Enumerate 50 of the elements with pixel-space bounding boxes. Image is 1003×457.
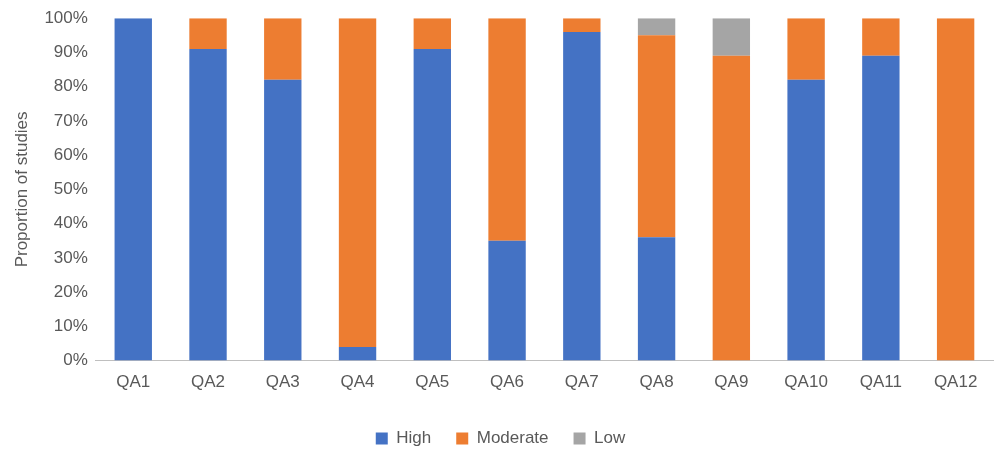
bar bbox=[488, 240, 526, 361]
x-tick-label: QA8 bbox=[639, 372, 674, 392]
y-tick-label: 70% bbox=[53, 110, 88, 130]
y-tick-label: 100% bbox=[44, 7, 88, 27]
bar bbox=[189, 18, 227, 50]
bar bbox=[862, 18, 900, 56]
x-tick-label: QA2 bbox=[191, 372, 226, 392]
bar bbox=[563, 18, 601, 32]
bar bbox=[936, 18, 975, 361]
y-axis-title: Proportion of studies bbox=[11, 111, 31, 268]
y-tick-label: 30% bbox=[53, 247, 88, 267]
x-tick-label: QA11 bbox=[859, 372, 902, 392]
bar bbox=[413, 18, 451, 50]
y-tick-label: 60% bbox=[53, 144, 88, 164]
y-tick-label: 90% bbox=[53, 42, 88, 62]
x-tick-label: QA1 bbox=[116, 372, 151, 392]
x-tick-label: QA10 bbox=[784, 372, 828, 392]
y-tick-label: 40% bbox=[53, 213, 88, 233]
x-tick-label: QA3 bbox=[265, 372, 300, 392]
bar bbox=[563, 31, 601, 361]
y-tick-label: 0% bbox=[63, 350, 88, 370]
legend-label: Low bbox=[594, 428, 626, 448]
bar bbox=[862, 55, 900, 361]
y-tick-label: 80% bbox=[53, 76, 88, 96]
legend-label: Moderate bbox=[476, 428, 549, 448]
bar bbox=[264, 79, 302, 361]
bar bbox=[338, 18, 377, 347]
legend-label: High bbox=[396, 428, 432, 448]
x-tick-label: QA12 bbox=[933, 372, 978, 392]
bar bbox=[637, 18, 676, 36]
bar bbox=[189, 49, 227, 361]
bar bbox=[787, 18, 825, 80]
x-tick-label: QA7 bbox=[564, 372, 599, 392]
bar bbox=[712, 55, 751, 361]
bar bbox=[488, 18, 526, 241]
bar bbox=[637, 35, 676, 238]
x-tick-label: QA6 bbox=[490, 372, 525, 392]
bar bbox=[712, 18, 751, 56]
bar bbox=[114, 18, 152, 361]
bar bbox=[787, 79, 825, 361]
x-tick-label: QA9 bbox=[714, 372, 749, 392]
y-tick-label: 50% bbox=[53, 179, 88, 199]
y-tick-label: 10% bbox=[53, 316, 88, 336]
bar bbox=[264, 18, 302, 80]
bar bbox=[413, 49, 451, 361]
bar bbox=[338, 346, 377, 361]
x-tick-label: QA4 bbox=[340, 372, 375, 392]
bar bbox=[637, 237, 676, 361]
y-tick-label: 20% bbox=[53, 281, 88, 301]
x-tick-label: QA5 bbox=[415, 372, 450, 392]
